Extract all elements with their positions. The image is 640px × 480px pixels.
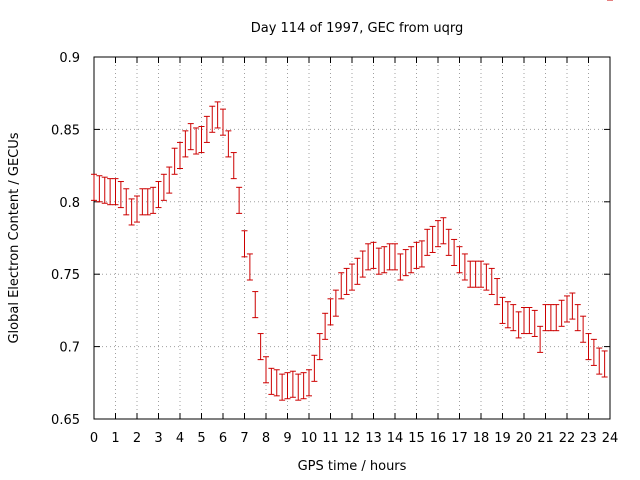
x-tick-label: 22 (559, 431, 576, 446)
chart-title: Day 114 of 1997, GEC from uqrg (251, 21, 464, 36)
x-tick-label: 23 (580, 431, 597, 446)
data-series (91, 0, 613, 401)
x-tick-label: 24 (602, 431, 619, 446)
x-tick-label: 3 (154, 431, 162, 446)
x-tick-label: 16 (430, 431, 447, 446)
x-tick-label: 21 (537, 431, 554, 446)
y-tick-label: 0.8 (59, 196, 80, 211)
x-tick-label: 6 (219, 431, 227, 446)
y-tick-label: 0.75 (51, 268, 80, 283)
grid (94, 57, 610, 419)
y-tick-label: 0.9 (59, 51, 80, 66)
y-tick-label: 0.85 (51, 123, 80, 138)
x-tick-label: 17 (451, 431, 468, 446)
x-tick-label: 13 (365, 431, 382, 446)
x-axis-label: GPS time / hours (298, 459, 407, 474)
x-tick-label: 11 (322, 431, 339, 446)
x-tick-label: 20 (516, 431, 533, 446)
x-tick-label: 1 (111, 431, 119, 446)
x-tick-label: 10 (301, 431, 318, 446)
y-axis-label: Global Electron Content / GECUs (7, 132, 22, 343)
x-tick-label: 14 (387, 431, 404, 446)
x-tick-label: 0 (90, 431, 98, 446)
x-tick-label: 15 (408, 431, 425, 446)
x-tick-label: 18 (473, 431, 490, 446)
x-tick-label: 9 (283, 431, 291, 446)
x-tick-label: 4 (176, 431, 184, 446)
x-tick-label: 19 (494, 431, 511, 446)
x-tick-label: 7 (240, 431, 248, 446)
x-tick-label: 8 (262, 431, 270, 446)
axis-ticks: 0 1 2 3 4 5 6 7 8 9 10 11 12 13 14 15 16 17 18 19 20 21 22 23 24… (51, 51, 618, 446)
x-tick-label: 5 (197, 431, 205, 446)
y-tick-label: 0.65 (51, 413, 80, 428)
x-tick-label: 2 (133, 431, 141, 446)
y-tick-label: 0.7 (59, 341, 80, 356)
x-tick-label: 12 (344, 431, 361, 446)
